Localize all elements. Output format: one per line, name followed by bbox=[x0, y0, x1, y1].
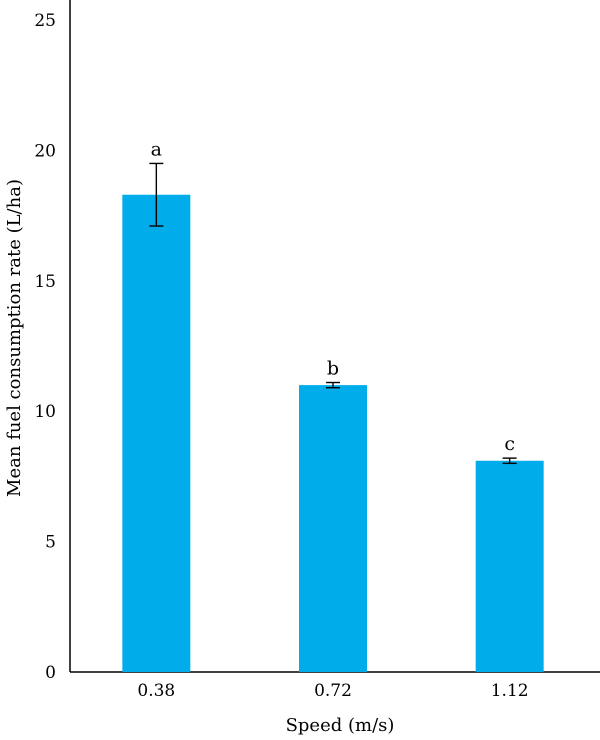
y-ticks: 0 5 10 15 20 25 bbox=[34, 11, 56, 683]
significance-letter: c bbox=[504, 433, 515, 455]
bars bbox=[122, 194, 544, 672]
x-axis-title: Speed (m/s) bbox=[286, 715, 395, 736]
y-tick-label: 10 bbox=[34, 402, 56, 422]
bar-0.72 bbox=[299, 385, 367, 672]
significance-letter: b bbox=[327, 358, 339, 380]
x-tick-label: 1.12 bbox=[491, 681, 529, 701]
x-ticks: 0.38 0.72 1.12 bbox=[137, 681, 528, 701]
significance-letters: a b c bbox=[151, 138, 515, 455]
x-axis: 0.38 0.72 1.12 bbox=[70, 671, 600, 701]
y-tick-label: 5 bbox=[45, 533, 56, 553]
x-tick-label: 0.38 bbox=[137, 681, 175, 701]
y-tick-label: 25 bbox=[34, 11, 56, 31]
y-tick-label: 20 bbox=[34, 141, 56, 161]
x-tick-label: 0.72 bbox=[314, 681, 352, 701]
y-tick-label: 15 bbox=[34, 272, 56, 292]
bar-1.12 bbox=[475, 460, 544, 672]
bar-0.38 bbox=[122, 194, 191, 672]
error-bar-1.12 bbox=[502, 457, 517, 465]
error-bar-0.72 bbox=[326, 381, 340, 389]
y-tick-label: 0 bbox=[45, 663, 56, 683]
error-bar-0.38 bbox=[149, 162, 164, 227]
y-axis-title: Mean fuel consumption rate (L/ha) bbox=[4, 179, 25, 497]
significance-letter: a bbox=[151, 138, 162, 160]
error-bars bbox=[149, 162, 517, 465]
y-axis: 0 5 10 15 20 25 bbox=[34, 0, 71, 683]
